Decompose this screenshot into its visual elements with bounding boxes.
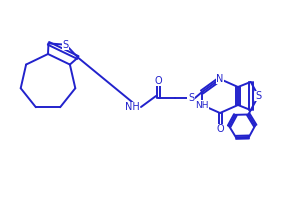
Text: S: S (63, 40, 69, 50)
Text: O: O (154, 76, 162, 86)
Text: NH: NH (195, 100, 209, 110)
Text: S: S (188, 93, 194, 103)
Text: N: N (216, 74, 224, 84)
Text: S: S (255, 91, 262, 101)
Text: NH: NH (124, 102, 140, 112)
Text: O: O (216, 124, 224, 134)
